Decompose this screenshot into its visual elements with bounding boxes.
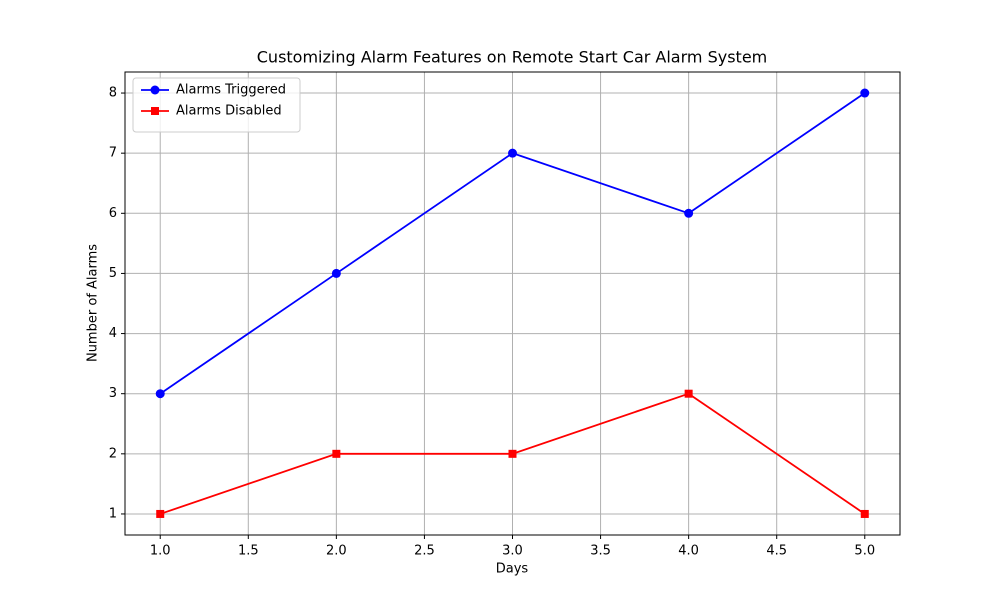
legend-marker [150,85,160,95]
x-tick-label: 3.5 [590,544,611,559]
data-point [860,509,869,518]
x-axis-label: Days [496,562,529,577]
x-tick-label: 1.5 [238,544,259,559]
y-tick-label: 8 [109,86,117,101]
x-tick-label: 1.0 [150,544,171,559]
x-tick-label: 4.5 [766,544,787,559]
y-axis-label: Number of Alarms [86,244,101,362]
y-tick-label: 5 [109,266,117,281]
x-tick-label: 4.0 [678,544,699,559]
legend-marker [151,107,159,115]
chart-title: Customizing Alarm Features on Remote Sta… [257,48,768,67]
data-point [508,449,517,458]
data-point [508,148,517,158]
data-point [156,509,165,518]
legend-box [132,77,301,133]
data-point [860,88,870,98]
y-tick-label: 2 [109,446,117,461]
data-point [331,268,341,278]
data-point [155,389,165,399]
data-point [684,389,693,398]
y-tick-label: 6 [109,206,117,221]
y-tick-label: 7 [109,146,117,161]
plot-frame [124,71,901,536]
legend-label: Alarms Disabled [176,104,282,119]
data-point [332,449,341,458]
x-tick-label: 2.0 [326,544,347,559]
data-point [684,208,694,218]
y-tick-label: 4 [109,326,117,341]
x-tick-label: 3.0 [502,544,523,559]
legend-label: Alarms Triggered [176,83,286,98]
x-tick-label: 5.0 [854,544,875,559]
y-tick-label: 1 [109,506,117,521]
x-tick-label: 2.5 [414,544,435,559]
y-tick-label: 3 [109,386,117,401]
